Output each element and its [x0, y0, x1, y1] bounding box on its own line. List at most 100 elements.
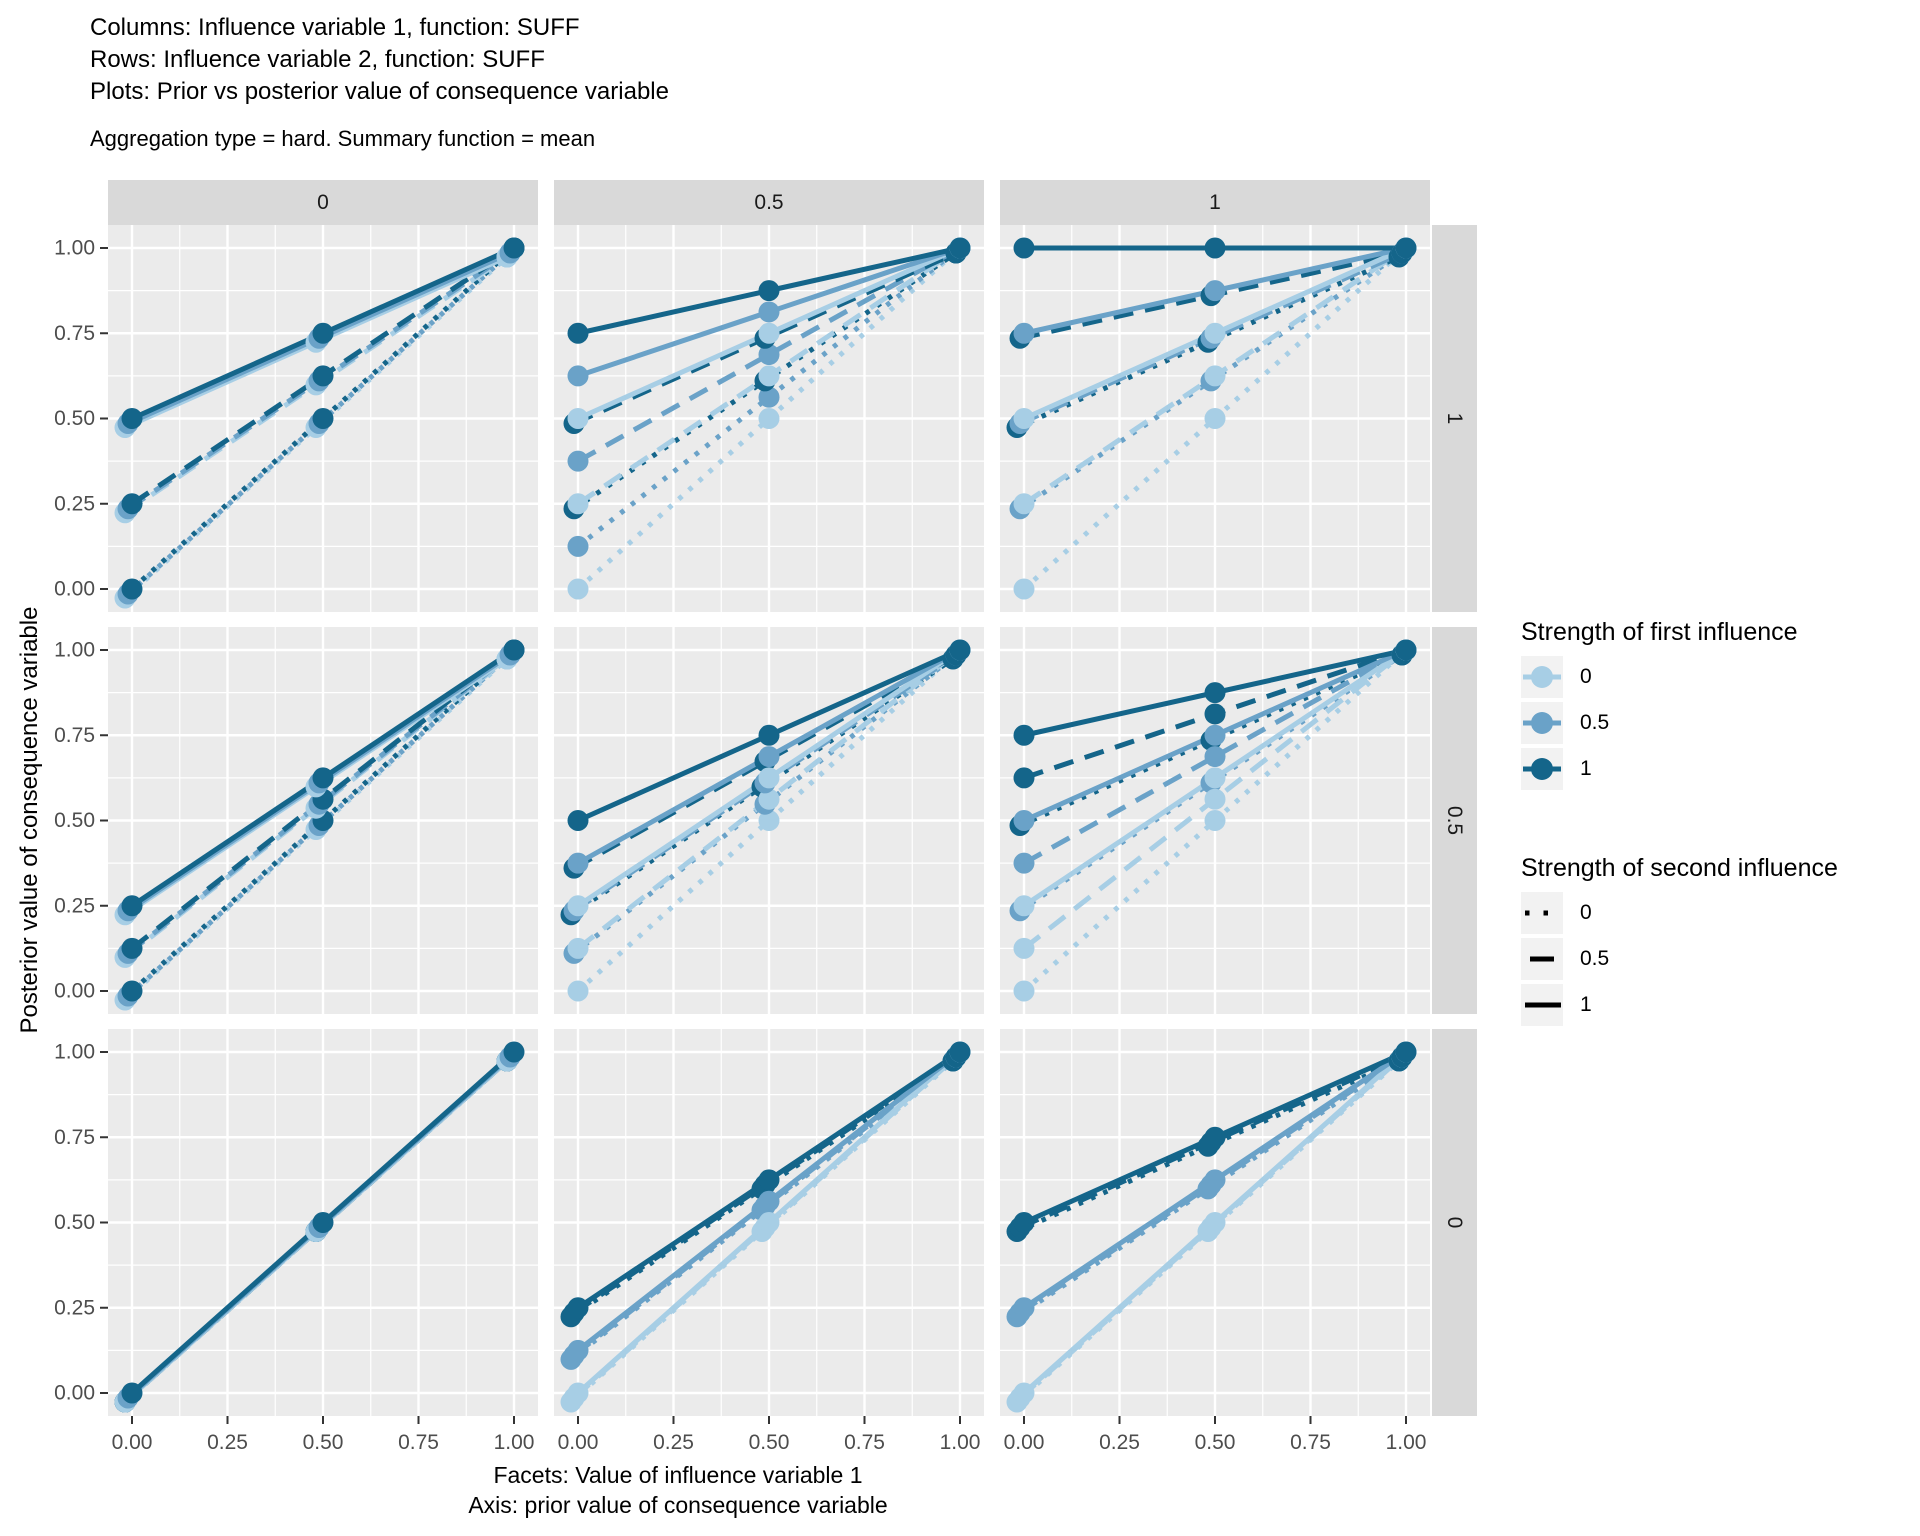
series-line	[126, 251, 512, 596]
column-strip-label: 1	[1209, 191, 1221, 214]
x-tick-label: 1.00	[494, 1431, 535, 1454]
data-point	[1204, 1169, 1226, 1191]
column-strip	[108, 180, 538, 225]
legend-key-color-swatch	[1521, 748, 1563, 790]
legend-label: 0	[1580, 901, 1592, 924]
y-tick-label: 0.25	[54, 492, 95, 515]
data-point	[567, 1339, 589, 1361]
legend-title-second-influence: Strength of second influence	[1521, 854, 1838, 882]
data-point	[567, 852, 589, 874]
y-tick-label: 0.25	[54, 1296, 95, 1319]
data-point	[758, 1190, 780, 1212]
column-strip-label: 0	[317, 191, 329, 214]
plot-subtitle: Aggregation type = hard. Summary functio…	[90, 126, 596, 151]
facet-panel	[108, 627, 538, 1014]
data-point	[1204, 788, 1226, 810]
data-point	[1013, 1297, 1035, 1319]
legend-key-linetype-swatch	[1521, 938, 1563, 980]
series-line	[576, 648, 962, 993]
y-tick-label: 1.00	[54, 1041, 95, 1064]
legend-entry: 1	[1521, 748, 1798, 790]
x-tick-label: 0.50	[749, 1431, 790, 1454]
facet-panel	[108, 1029, 538, 1416]
data-point	[567, 937, 589, 959]
data-point	[1204, 365, 1226, 387]
data-point	[1013, 852, 1035, 874]
legend-key-color-swatch	[1521, 702, 1563, 744]
y-tick-label: 0.75	[54, 1126, 95, 1149]
row-strip-label: 1	[1443, 413, 1466, 425]
data-point	[1013, 810, 1035, 831]
data-point	[1395, 639, 1417, 661]
plot-title-line-1: Columns: Influence variable 1, function:…	[90, 14, 580, 41]
legend-key-linetype-swatch	[1521, 892, 1563, 934]
legend-entry: 0	[1521, 892, 1838, 934]
data-point	[1013, 493, 1035, 515]
legend-second-influence: Strength of second influence 0 0.5 1	[1521, 854, 1838, 1030]
data-point	[758, 408, 780, 429]
x-tick-label: 0.75	[844, 1431, 885, 1454]
data-point	[121, 937, 143, 959]
data-point	[1013, 767, 1035, 789]
legend-first-influence: Strength of first influence 0 0.5 1	[1521, 618, 1798, 794]
legend-label: 1	[1580, 993, 1592, 1016]
plot-title-line-2: Rows: Influence variable 2, function: SU…	[90, 46, 545, 73]
data-point	[758, 1169, 780, 1191]
data-point	[503, 237, 525, 259]
y-tick-label: 0.50	[54, 407, 95, 430]
facet-panel	[108, 225, 538, 612]
data-point	[949, 1041, 971, 1063]
data-point	[503, 639, 525, 661]
data-point	[121, 1382, 143, 1404]
series-line	[123, 255, 509, 600]
data-point	[312, 1212, 334, 1233]
data-point	[1204, 724, 1226, 746]
data-point	[1204, 703, 1226, 725]
data-point	[1204, 408, 1226, 429]
x-tick-label: 0.75	[1290, 1431, 1331, 1454]
x-tick-label: 1.00	[1386, 1431, 1427, 1454]
data-point	[758, 344, 780, 366]
x-tick-label: 0.00	[1004, 1431, 1045, 1454]
column-strip-label: 0.5	[754, 191, 783, 214]
series-line	[130, 246, 516, 591]
data-point	[312, 408, 334, 429]
data-point	[1204, 682, 1226, 704]
data-point	[758, 724, 780, 746]
data-point	[121, 408, 143, 429]
facet-panel	[554, 627, 984, 1014]
y-tick-label: 0.75	[54, 322, 95, 345]
legend-keys-second-influence: 0 0.5 1	[1521, 892, 1838, 1026]
data-point	[567, 493, 589, 515]
data-point	[1204, 1126, 1226, 1148]
data-point	[758, 365, 780, 387]
x-tick-label: 0.00	[112, 1431, 153, 1454]
facet-panel	[1000, 627, 1430, 1014]
column-strip	[1000, 180, 1430, 225]
data-point	[1204, 237, 1226, 259]
series-line	[1022, 648, 1408, 993]
x-tick-label: 0.50	[1195, 1431, 1236, 1454]
x-tick-label: 0.75	[398, 1431, 439, 1454]
data-point	[1013, 937, 1035, 959]
data-point	[1013, 408, 1035, 429]
data-point	[1013, 1212, 1035, 1233]
series-line	[123, 657, 509, 1002]
legend-label: 1	[1580, 757, 1592, 780]
row-strip	[1432, 627, 1477, 1014]
series-line	[576, 246, 962, 591]
row-strip	[1432, 225, 1477, 612]
y-tick-label: 0.00	[54, 578, 95, 601]
row-strip-label: 0	[1443, 1217, 1466, 1229]
data-point	[1204, 280, 1226, 302]
data-point	[1013, 895, 1035, 917]
x-tick-label: 0.25	[207, 1431, 248, 1454]
data-point	[567, 1297, 589, 1319]
legend-key-color-swatch	[1521, 656, 1563, 698]
data-point	[567, 895, 589, 917]
data-point	[1204, 322, 1226, 344]
facet-panel	[1000, 225, 1430, 612]
data-point	[121, 578, 143, 600]
x-tick-label: 0.25	[1099, 1431, 1140, 1454]
